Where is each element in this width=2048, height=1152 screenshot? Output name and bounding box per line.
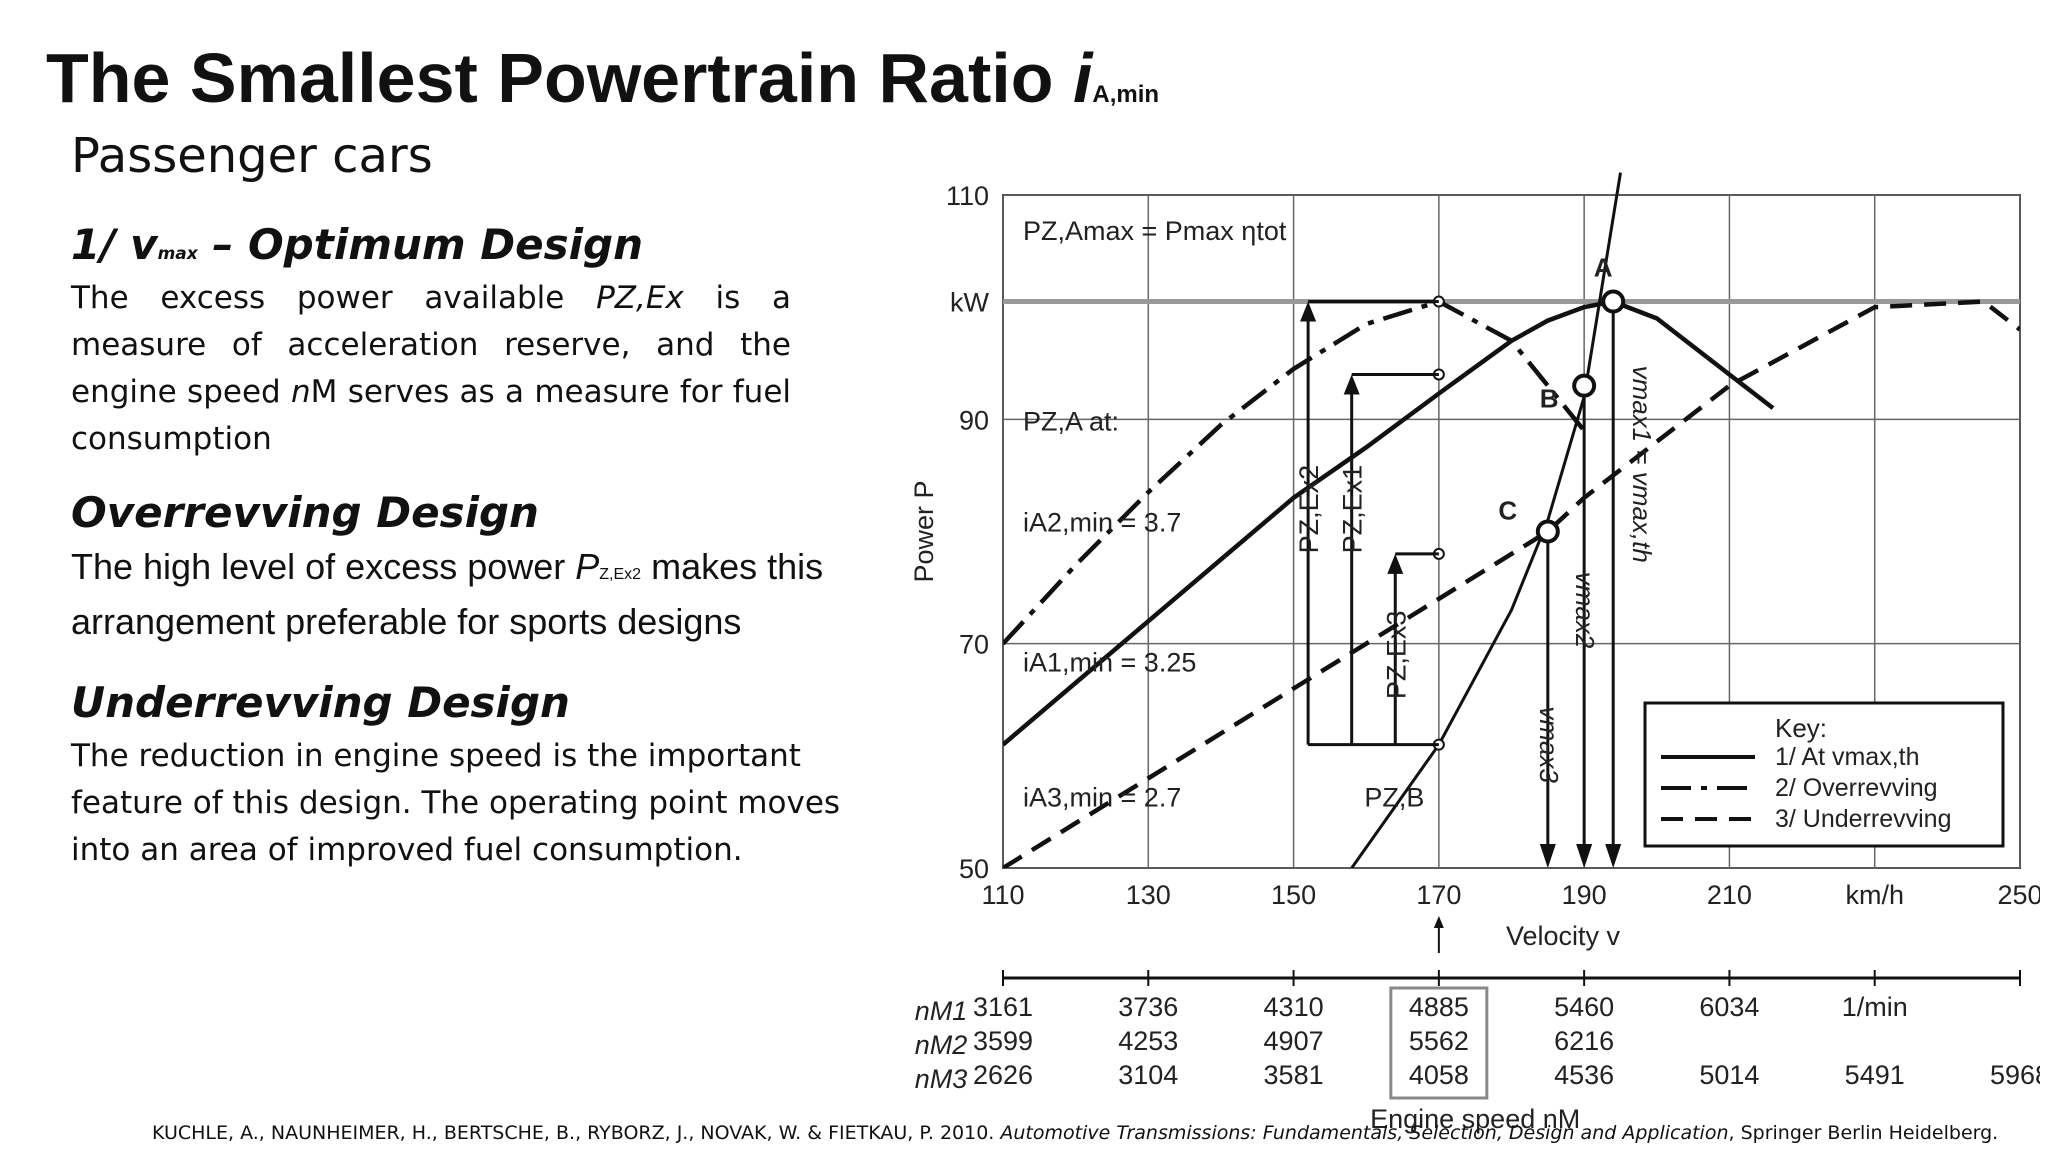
engine-speed-value: 3736: [1118, 992, 1178, 1022]
x-tick-label: 170: [1416, 880, 1461, 910]
excess-power-label: PZ,Ex3: [1381, 611, 1411, 700]
arrow-head: [1605, 844, 1622, 868]
x-tick-label: 150: [1271, 880, 1316, 910]
engine-speed-row-name: nM2: [915, 1030, 968, 1060]
vmax-label: vmax1 = vmax,th: [1627, 366, 1657, 563]
engine-speed-value: 4310: [1264, 992, 1324, 1022]
section-overrevving-design: Overrevving Design The high level of exc…: [71, 488, 891, 645]
series-line: [1350, 172, 1622, 868]
resistance-label: PZ,B: [1364, 782, 1424, 812]
highlight-box: [1389, 986, 1489, 1100]
excess-power-label: PZ,Ex1: [1338, 465, 1368, 554]
arrow-head: [1576, 844, 1593, 868]
title-subscript: A,min: [1092, 81, 1160, 108]
y-tick-label: kW: [950, 288, 990, 318]
title-text: The Smallest Powertrain Ratio: [46, 39, 1073, 117]
engine-speed-value: 6216: [1554, 1026, 1614, 1056]
engine-speed-value: 4253: [1118, 1026, 1178, 1056]
x-tick-label: 250: [1997, 880, 2040, 910]
slide-title: The Smallest Powertrain Ratio iA,min: [46, 38, 1159, 118]
arrow-head: [1300, 301, 1317, 322]
legend-entry: 1/ At vmax,th: [1775, 743, 1920, 771]
engine-speed-value: 5014: [1699, 1060, 1759, 1090]
slide-subtitle: Passenger cars: [71, 128, 433, 184]
engine-speed-unit: 1/min: [1842, 992, 1908, 1022]
engine-speed-value: 5562: [1409, 1026, 1469, 1056]
arrow-head: [1433, 916, 1444, 928]
section-heading: 1/ vmax – Optimum Design: [71, 220, 643, 269]
section-heading: Underrevving Design: [71, 678, 570, 727]
power-velocity-chart: 110 130 150 170 190 210 km/h 250 110 kW 90 70 50 Velo…: [909, 172, 2040, 1134]
section-heading: Overrevving Design: [71, 488, 539, 537]
x-tick-label: 110: [981, 880, 1024, 910]
legend-entry: 2/ Overrevving: [1775, 774, 1938, 802]
operating-point-a: [1601, 289, 1626, 314]
engine-speed-value: 5968: [1990, 1060, 2040, 1090]
x-tick-label: 190: [1562, 880, 1607, 910]
y-tick-label: 70: [959, 630, 989, 660]
section-body: The reduction in engine speed is the imp…: [71, 738, 841, 868]
engine-speed-value: 3581: [1264, 1060, 1324, 1090]
y-tick-label: 50: [959, 854, 989, 884]
operating-point-label: B: [1540, 384, 1559, 414]
excess-power-label: PZ,Ex2: [1294, 465, 1324, 554]
pza-label: PZ,A at:: [1023, 407, 1119, 437]
engine-speed-value: 6034: [1699, 992, 1759, 1022]
legend-title: Key:: [1775, 713, 1827, 743]
ratio-label: iA3,min = 2.7: [1023, 782, 1181, 812]
engine-speed-value: 3161: [973, 992, 1033, 1022]
legend-entry: 3/ Underrevving: [1775, 805, 1951, 833]
engine-speed-value: 5460: [1554, 992, 1614, 1022]
arrow-head: [1539, 844, 1556, 868]
section-body: The high level of excess power PZ,Ex2 ma…: [71, 546, 824, 642]
x-tick-label: 210: [1707, 880, 1752, 910]
ratio-label: iA2,min = 3.7: [1023, 508, 1181, 538]
arrow-head: [1343, 374, 1360, 395]
ratio-label: iA1,min = 3.25: [1023, 648, 1196, 678]
legend-box: [1643, 701, 2005, 848]
title-symbol: i: [1072, 39, 1093, 117]
series-line: [1003, 299, 2020, 868]
engine-speed-value: 3104: [1118, 1060, 1178, 1090]
operating-point-label: A: [1594, 253, 1613, 283]
citation: KUCHLE, A., NAUNHEIMER, H., BERTSCHE, B.…: [152, 1122, 1999, 1144]
series-line: [1003, 299, 1775, 747]
vmax-label: vmax3: [1534, 706, 1564, 783]
engine-speed-value: 4885: [1409, 992, 1469, 1022]
pmax-label: PZ,Amax = Pmax ηtot: [1023, 216, 1287, 246]
engine-speed-value: 4907: [1264, 1026, 1324, 1056]
engine-speed-value: 5491: [1845, 1060, 1905, 1090]
operating-point-label: C: [1498, 496, 1517, 526]
vmax-label: vmax2: [1570, 572, 1600, 649]
y-tick-label: 110: [946, 181, 989, 211]
engine-speed-value: 4536: [1554, 1060, 1614, 1090]
engine-speed-label: Engine speed nM: [1370, 1104, 1580, 1134]
series-line: [1003, 299, 1586, 646]
arrow-head: [1387, 553, 1404, 574]
section-underrevving-design: Underrevving Design The reduction in eng…: [71, 678, 891, 874]
x-axis-label: Velocity v: [1506, 921, 1621, 951]
engine-speed-value: 4058: [1409, 1060, 1469, 1090]
y-tick-label: 90: [959, 405, 989, 435]
section-optimum-design: 1/ vmax – Optimum Design The excess powe…: [71, 220, 791, 463]
engine-speed-value: 2626: [973, 1060, 1033, 1090]
x-tick-label: km/h: [1845, 880, 1904, 910]
engine-speed-row-name: nM3: [915, 1064, 968, 1094]
operating-point-c: [1535, 519, 1560, 544]
operating-point-b: [1572, 373, 1597, 398]
engine-speed-row-name: nM1: [915, 996, 968, 1026]
section-body: The excess power available PZ,Ex is a me…: [71, 280, 791, 457]
engine-speed-value: 3599: [973, 1026, 1033, 1056]
y-axis-label: Power P: [909, 480, 939, 582]
x-tick-label: 130: [1126, 880, 1171, 910]
